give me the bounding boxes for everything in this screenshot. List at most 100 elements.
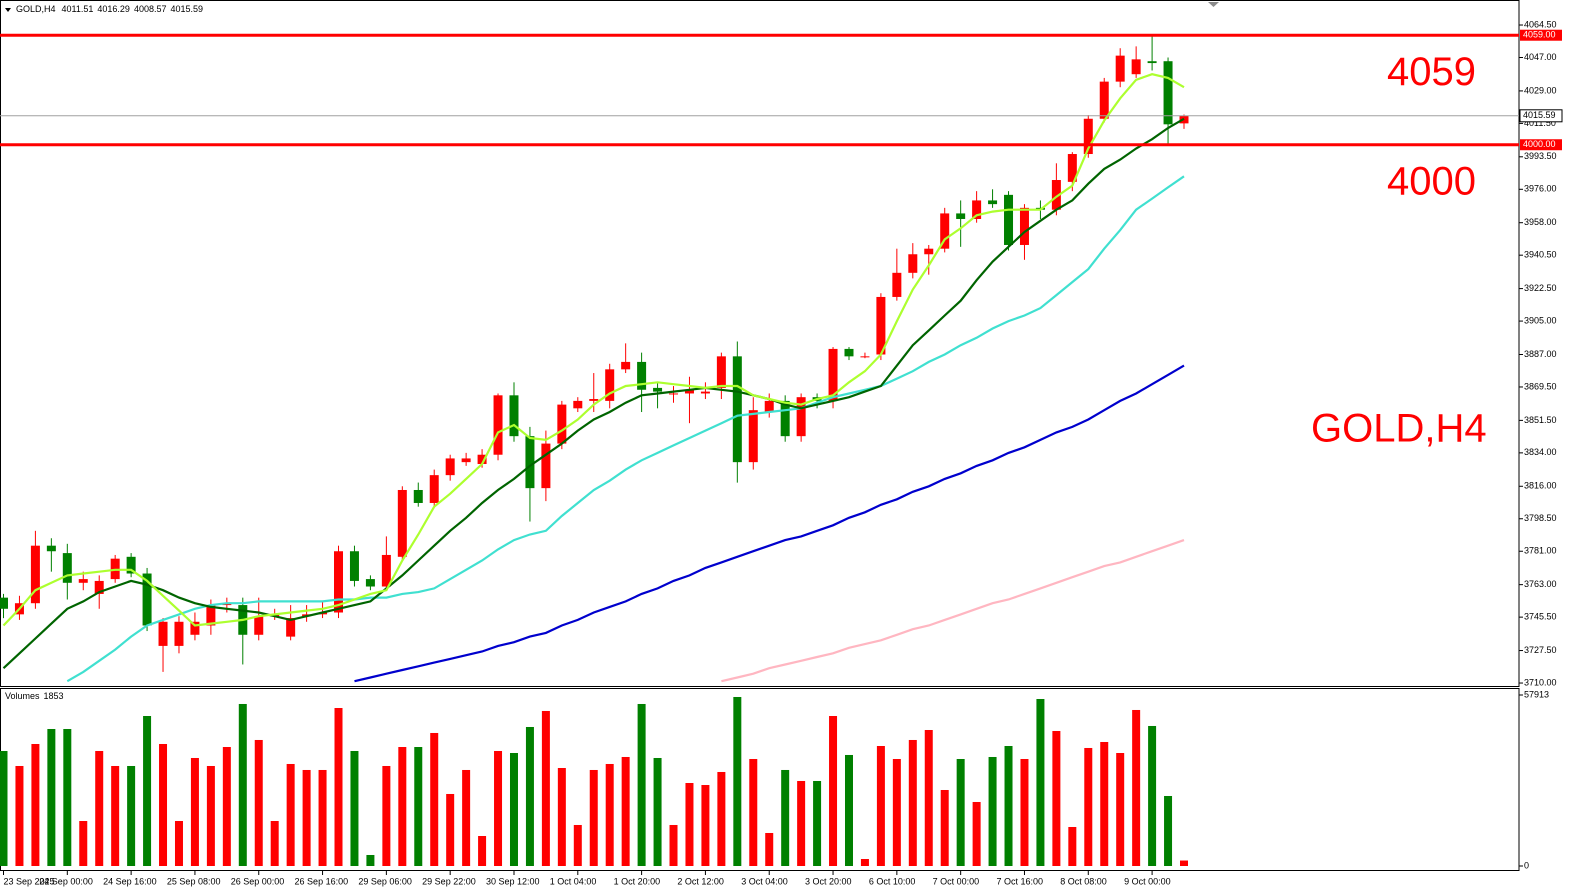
candle-body [254,616,264,635]
x-tick-label: 6 Oct 10:00 [869,876,916,886]
x-tick-label: 7 Oct 16:00 [996,876,1043,886]
candle-body [174,621,184,646]
candle-body [413,489,423,503]
volume-bar [733,696,742,866]
candle-body [892,272,902,297]
candle-body [541,443,551,489]
volume-bar [366,854,375,866]
volume-bar [302,769,311,866]
x-tick-label: 25 Sep 08:00 [167,876,221,886]
volume-bar [238,703,247,866]
y-tick-label: 3781.00 [1524,546,1557,556]
x-tick-label: 2 Oct 12:00 [677,876,724,886]
y-tick-label: 3763.00 [1524,579,1557,589]
candle-body [748,410,758,463]
y-tick-label: 3834.00 [1524,447,1557,457]
candle-body [158,621,168,646]
volume-bar [781,769,790,866]
x-tick-label: 3 Oct 04:00 [741,876,788,886]
volume-bar [254,739,263,866]
volume-bar [79,821,88,866]
volume-bar [127,765,136,866]
x-tick-label: 7 Oct 00:00 [933,876,980,886]
y-tick-label: 3710.00 [1524,677,1557,687]
moving-average [2,117,1185,670]
volume-bar [31,743,40,866]
volume-bar [765,832,774,866]
x-tick-label: 1 Oct 04:00 [550,876,597,886]
candle-body [1163,61,1173,125]
x-tick-label: 24 Sep 16:00 [103,876,157,886]
candle-body [716,356,726,388]
candle-body [1099,81,1109,119]
symbol: GOLD,H4 [16,4,56,14]
volume-bar [653,757,662,866]
candle-body [621,361,631,370]
volume-bar [1068,826,1077,866]
candle-body [908,254,918,273]
candle-body [1067,154,1077,182]
moving-average [721,539,1185,683]
volume-bar [797,780,806,866]
volume-bar [63,728,72,866]
candle-body [1115,55,1125,82]
candle-body [334,551,344,613]
chart-header: GOLD,H4 4011.51 4016.29 4008.57 4015.59 [16,4,203,14]
volume-bar [876,746,885,866]
candle-body [126,556,136,574]
candle-body [700,391,710,394]
candle-body [62,553,72,583]
volume-bar [111,765,120,866]
candle-body [988,200,998,205]
volume-bar [1100,741,1109,866]
candle-body [381,554,391,587]
volume-bar [892,758,901,866]
volume-tick-label: 0 [1524,860,1529,870]
volume-bar [717,771,726,866]
candle-body [190,621,200,635]
candle-body [429,475,439,503]
candle-body [876,296,886,355]
candle-body [206,605,216,626]
candle-body [637,361,647,390]
x-tick-label: 1 Oct 20:00 [614,876,661,886]
volume-bar [1004,746,1013,866]
header-low: 4008.57 [134,4,167,14]
volume-bar [557,767,566,866]
volume-bar [430,732,439,866]
volume-bar [1052,731,1061,866]
candle-body [972,200,982,219]
volume-bar [47,728,56,866]
x-tick-label: 9 Oct 00:00 [1124,876,1171,886]
candle-body [477,454,487,465]
x-tick-label: 23 Sep 2025 [4,876,55,886]
volume-bar [478,836,487,866]
current-price-label: 4015.59 [1523,110,1556,120]
candle-body [860,356,870,358]
volume-bar [270,821,279,866]
y-tick-label: 3905.00 [1524,315,1557,325]
volume-bar [1020,758,1029,866]
level-tag-label: 4059.00 [1523,30,1556,40]
x-tick-label: 8 Oct 08:00 [1060,876,1107,886]
volume-bar [813,780,822,866]
volume-bar [908,739,917,866]
candle-body [78,579,88,583]
y-tick-label: 3727.50 [1524,645,1557,655]
volume-bar [318,769,327,866]
volume-bar [414,747,423,866]
y-tick-label: 3940.50 [1524,250,1557,260]
volume-bar [525,726,534,866]
y-tick-label: 3922.50 [1524,283,1557,293]
volume-bar [159,743,168,866]
candle-body [286,618,296,637]
volume-bar [1084,747,1093,866]
y-tick-label: 3745.50 [1524,612,1557,622]
y-tick-label: 4011.50 [1524,118,1556,128]
volume-bar [15,765,24,866]
header-open: 4011.51 [62,4,94,14]
volume-bar [398,747,407,866]
volume-bar [956,758,965,866]
candle-body [1147,61,1157,64]
